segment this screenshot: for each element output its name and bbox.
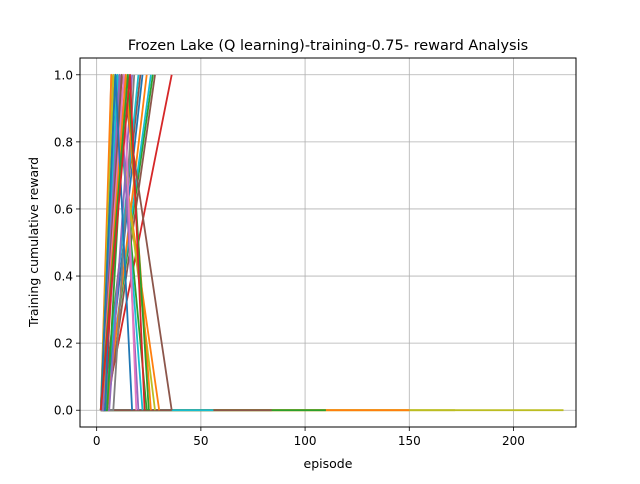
series-line-33 xyxy=(99,73,133,411)
plot-frame xyxy=(79,57,577,428)
y-tick-label: 0.8 xyxy=(54,135,73,149)
y-axis-label: Training cumulative reward xyxy=(26,157,41,328)
y-tick-label: 0.2 xyxy=(54,337,73,351)
x-tick-label: 150 xyxy=(398,434,421,448)
x-tick-label: 0 xyxy=(93,434,101,448)
y-tick-label: 0.6 xyxy=(54,202,73,216)
x-tick-label: 50 xyxy=(193,434,208,448)
axis-ticks: 0 50 100 150 200 0.0 0.2 0.4 0.6 0.8 1.0 xyxy=(54,68,525,448)
series-group xyxy=(99,73,564,412)
chart-title: Frozen Lake (Q learning)-training-0.75- … xyxy=(128,38,528,54)
y-tick-label: 1.0 xyxy=(54,68,73,82)
y-tick-label: 0.0 xyxy=(54,404,73,418)
x-axis-label: episode xyxy=(304,456,353,471)
x-tick-label: 100 xyxy=(294,434,317,448)
x-tick-label: 200 xyxy=(502,434,525,448)
series-line-35 xyxy=(99,73,146,411)
y-tick-label: 0.4 xyxy=(54,270,73,284)
